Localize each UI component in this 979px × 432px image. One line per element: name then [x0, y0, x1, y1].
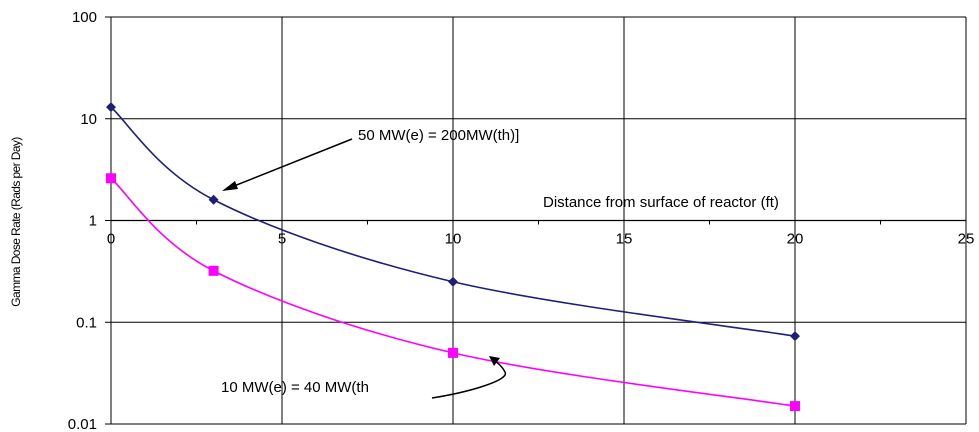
y-tick-label: 0.01: [68, 416, 97, 432]
x-tick-label: 10: [445, 231, 462, 248]
data-point-square: [106, 173, 116, 184]
annotation-arrowhead-10mw: [489, 356, 500, 366]
data-point-square: [208, 265, 219, 276]
annotation-label-50mw: 50 MW(e) = 200MW(th)]: [358, 127, 519, 144]
y-axis-label: Gamma Dose Rate (Rads per Day): [9, 137, 23, 307]
annotation-arrow-10mw: [431, 358, 506, 399]
x-tick-label: 25: [958, 231, 975, 248]
x-axis-label: Distance from surface of reactor (ft): [543, 194, 779, 211]
annotation-arrowhead-50mw: [222, 181, 238, 191]
series-line-1: [110, 177, 796, 407]
annotation-arrow-50mw: [228, 138, 353, 189]
y-tick-label: 0.1: [76, 314, 97, 331]
data-point-diamond: [208, 194, 219, 205]
y-tick-label: 10: [80, 111, 97, 128]
y-tick-label: 100: [72, 9, 97, 26]
series-markers: [106, 102, 800, 412]
y-tick-label: 1: [89, 213, 97, 230]
series-lines: [110, 106, 796, 407]
annotation-50mw: 50 MW(e) = 200MW(th)]: [222, 127, 519, 191]
annotation-10mw: 10 MW(e) = 40 MW(th: [221, 356, 506, 399]
data-point-square: [448, 347, 458, 358]
x-tick-label: 20: [787, 231, 804, 248]
x-tick-label: 0: [107, 231, 115, 248]
x-axis: 0 5 10 15 20 25: [107, 219, 975, 248]
series-line-0: [110, 106, 796, 337]
y-axis-ticks: 0.01 0.1 1 10 100: [68, 9, 111, 432]
x-tick-label: 5: [278, 231, 286, 248]
data-point-square: [790, 401, 800, 412]
data-point-diamond: [790, 331, 800, 342]
x-tick-label: 15: [616, 231, 633, 248]
data-point-diamond: [106, 102, 116, 113]
data-point-diamond: [448, 276, 458, 287]
annotation-label-10mw: 10 MW(e) = 40 MW(th: [221, 379, 369, 396]
